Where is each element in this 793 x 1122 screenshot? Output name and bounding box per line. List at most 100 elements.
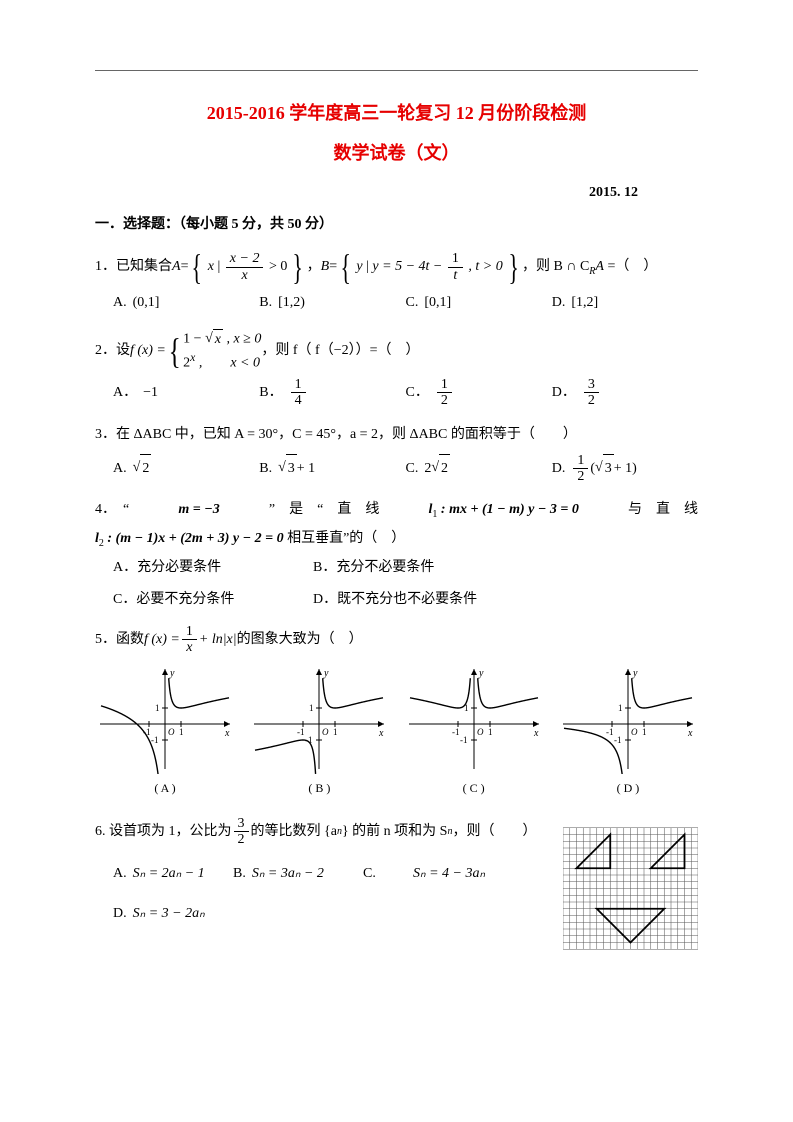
q3-D-num: 1 xyxy=(573,453,588,469)
q2-row2-sup: x xyxy=(190,351,195,364)
svg-text:y: y xyxy=(169,668,175,679)
svg-text:-1: -1 xyxy=(452,727,460,737)
svg-text:x: x xyxy=(687,728,693,739)
q1-opt-A: (0,1] xyxy=(133,289,160,317)
q6-opt-D: Sₙ = 3 − 2aₙ xyxy=(133,900,205,928)
q4-opt-C: 必要不充分条件 xyxy=(136,592,234,607)
q1-opt-D: [1,2] xyxy=(571,289,598,317)
q6-prefix: 6. 设首项为 1，公比为 xyxy=(95,818,232,846)
q1-tail-a: ，则 B ∩ C xyxy=(522,259,589,274)
top-rule xyxy=(95,70,698,71)
svg-text:1: 1 xyxy=(155,703,160,713)
q6-ratio-den: 2 xyxy=(234,832,249,847)
q2-D-num: 3 xyxy=(584,377,599,393)
svg-text:-1: -1 xyxy=(606,727,614,737)
svg-text:1: 1 xyxy=(333,727,338,737)
q2-mid: ，则 f（ f（−2））=（ ） xyxy=(261,337,419,365)
q1-set-B: { y | y = 5 − 4t − 1 t , t > 0 } xyxy=(337,249,522,285)
q2-optlabel-C: C． xyxy=(406,379,429,407)
q3-B-rad: 3 xyxy=(286,454,297,483)
q4-options: A．充分必要条件 B．充分不必要条件 C．必要不充分条件 D．既不充分也不必要条… xyxy=(113,554,698,614)
q4-optlabel-A: A． xyxy=(113,560,137,575)
q1-eq: = xyxy=(181,253,189,281)
graph-label-C: ( C ) xyxy=(404,776,544,800)
q2-C-den: 2 xyxy=(437,393,452,408)
svg-text:y: y xyxy=(478,668,484,679)
sqrt-icon: √x xyxy=(205,329,223,350)
q5-graphs: yxO1-11-1( A ) yxO1-11-1( B ) yxO1-11-1(… xyxy=(95,664,698,800)
q2-optlabel-B: B． xyxy=(259,379,282,407)
q2-opt-A: −1 xyxy=(143,379,158,407)
graph-B: yxO1-11-1( B ) xyxy=(249,664,389,800)
svg-text:-1: -1 xyxy=(614,735,622,745)
question-4: 4． “ m = −3 ” 是 “ 直 线 l1 : mx + (1 − m) … xyxy=(95,496,698,614)
q6-optlabel-A: A. xyxy=(113,860,127,888)
svg-text:x: x xyxy=(378,728,384,739)
q2-row1-l: 1 − xyxy=(183,332,205,347)
q2-options: A．−1 B．14 C．12 D．32 xyxy=(113,377,698,409)
q3-D-den: 2 xyxy=(573,469,588,484)
q1-eq2: = xyxy=(329,253,337,281)
q6-opt-A: Sₙ = 2aₙ − 1 xyxy=(133,860,205,888)
q4-l2tail: 相互垂直”的（ ） xyxy=(287,531,405,546)
q3-C-rad: 2 xyxy=(439,454,450,483)
q2-prefix: 2．设 xyxy=(95,337,130,365)
q5-num: 1 xyxy=(182,624,197,640)
svg-text:x: x xyxy=(224,728,230,739)
q5-plus: + ln|x| xyxy=(199,626,237,654)
q6-optlabel-D: D. xyxy=(113,900,127,928)
q5-prefix: 5．函数 xyxy=(95,626,144,654)
q6-mid1: 的等比数列 {a xyxy=(251,818,337,846)
q4-l2sub: 2 xyxy=(99,538,104,549)
q6-options-row2: D.Sₙ = 3 − 2aₙ xyxy=(113,900,563,928)
title-line-2: 数学试卷（文） xyxy=(95,139,698,165)
graph-A: yxO1-11-1( A ) xyxy=(95,664,235,800)
q3-D-rad: 3 xyxy=(603,454,614,483)
q1-opt-B: [1,2) xyxy=(278,289,305,317)
svg-text:-1: -1 xyxy=(460,735,468,745)
q6-opt-C: Sₙ = 4 − 3aₙ xyxy=(413,860,485,888)
q3-options: A.√2 B.√3 + 1 C.2√2 D.12(√3 + 1) xyxy=(113,453,698,485)
q1-B-frac: 1 t xyxy=(448,251,463,283)
q3-B-tail: + 1 xyxy=(297,455,315,483)
q1-B-label: B xyxy=(321,253,330,281)
q3-optlabel-B: B. xyxy=(259,455,272,483)
title-line-1: 2015-2016 学年度高三一轮复习 12 月份阶段检测 xyxy=(95,99,698,125)
question-6: 6. 设首项为 1，公比为 32 的等比数列 {an} 的前 n 项和为 Sn，… xyxy=(95,816,698,961)
exam-date: 2015. 12 xyxy=(95,185,698,201)
q4-l2eq: : (m − 1)x + (2m + 3) y − 2 = 0 xyxy=(107,531,283,546)
q4-l1a: 4． “ xyxy=(95,496,143,525)
q3-D-tail: + 1) xyxy=(614,455,637,483)
q4-opt-A: 充分必要条件 xyxy=(137,560,221,575)
svg-text:O: O xyxy=(631,727,638,737)
q4-opt-B: 充分不必要条件 xyxy=(336,560,434,575)
svg-text:-1: -1 xyxy=(151,735,159,745)
svg-text:O: O xyxy=(168,727,175,737)
opt-label-A: A. xyxy=(113,289,127,317)
q1-set-A: { x | x − 2 x > 0 } xyxy=(188,249,306,285)
svg-text:1: 1 xyxy=(309,703,314,713)
q6-options-row1: A.Sₙ = 2aₙ − 1 B.Sₙ = 3aₙ − 2 C. Sₙ = 4 … xyxy=(113,860,563,888)
q1-comma1: ， xyxy=(307,253,321,281)
question-2: 2．设 f (x) = { 1 − √x , x ≥ 0 2x , x < 0 xyxy=(95,329,698,409)
q2-row1-rad: x xyxy=(213,329,223,350)
q3-optlabel-D: D. xyxy=(552,455,566,483)
grid-figure xyxy=(563,816,698,961)
q5-tail: 的图象大致为（ ） xyxy=(237,626,363,654)
q2-optlabel-D: D． xyxy=(552,379,576,407)
q1-A-label: A xyxy=(172,253,181,281)
q2-C-num: 1 xyxy=(437,377,452,393)
q6-optlabel-B: B. xyxy=(233,860,246,888)
q4-l1b: ” 是 “ 直 线 xyxy=(255,496,393,525)
q1-A-cond: > 0 xyxy=(269,259,287,274)
q2-optlabel-A: A． xyxy=(113,379,137,407)
q4-optlabel-D: D． xyxy=(313,592,337,607)
q1-A-var: x xyxy=(208,259,214,274)
graph-D: yxO1-11-1( D ) xyxy=(558,664,698,800)
q1-B-den: t xyxy=(449,268,461,283)
q4-optlabel-B: B． xyxy=(313,560,336,575)
q3-A: 2 xyxy=(140,454,151,483)
q1-B-num: 1 xyxy=(448,251,463,267)
q1-opt-C: [0,1] xyxy=(424,289,451,317)
opt-label-D: D. xyxy=(552,289,566,317)
